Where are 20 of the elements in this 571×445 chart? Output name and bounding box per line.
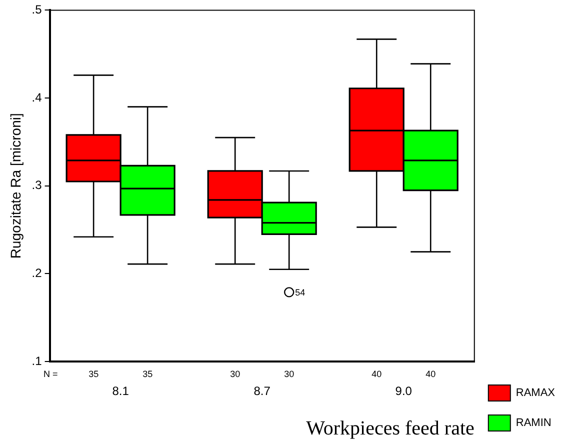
text: 40 <box>426 369 436 380</box>
text: 35 <box>88 369 99 380</box>
text: 30 <box>230 369 240 380</box>
x-tick-label: 8.1 <box>112 384 130 398</box>
legend-label: RAMIN <box>516 417 552 430</box>
y-tick-label: .1 <box>32 354 42 368</box>
x-tick-label: 8.7 <box>254 384 271 398</box>
y-tick-label: .5 <box>32 2 42 17</box>
text: N = <box>44 369 58 380</box>
x-tick-label: 9.0 <box>395 384 412 398</box>
y-tick-label: .4 <box>32 90 42 104</box>
text: 30 <box>284 369 294 380</box>
y-axis-title: Rugozitate Ra [microni] <box>7 113 24 259</box>
annotation: 54 <box>295 288 306 298</box>
text: 40 <box>372 369 382 380</box>
legend-label: RAMAX <box>516 387 556 400</box>
text: 35 <box>142 369 153 380</box>
x-axis-title: Workpieces feed rate <box>306 417 474 440</box>
y-tick-label: .2 <box>32 266 42 280</box>
y-tick-label: .3 <box>32 178 42 192</box>
